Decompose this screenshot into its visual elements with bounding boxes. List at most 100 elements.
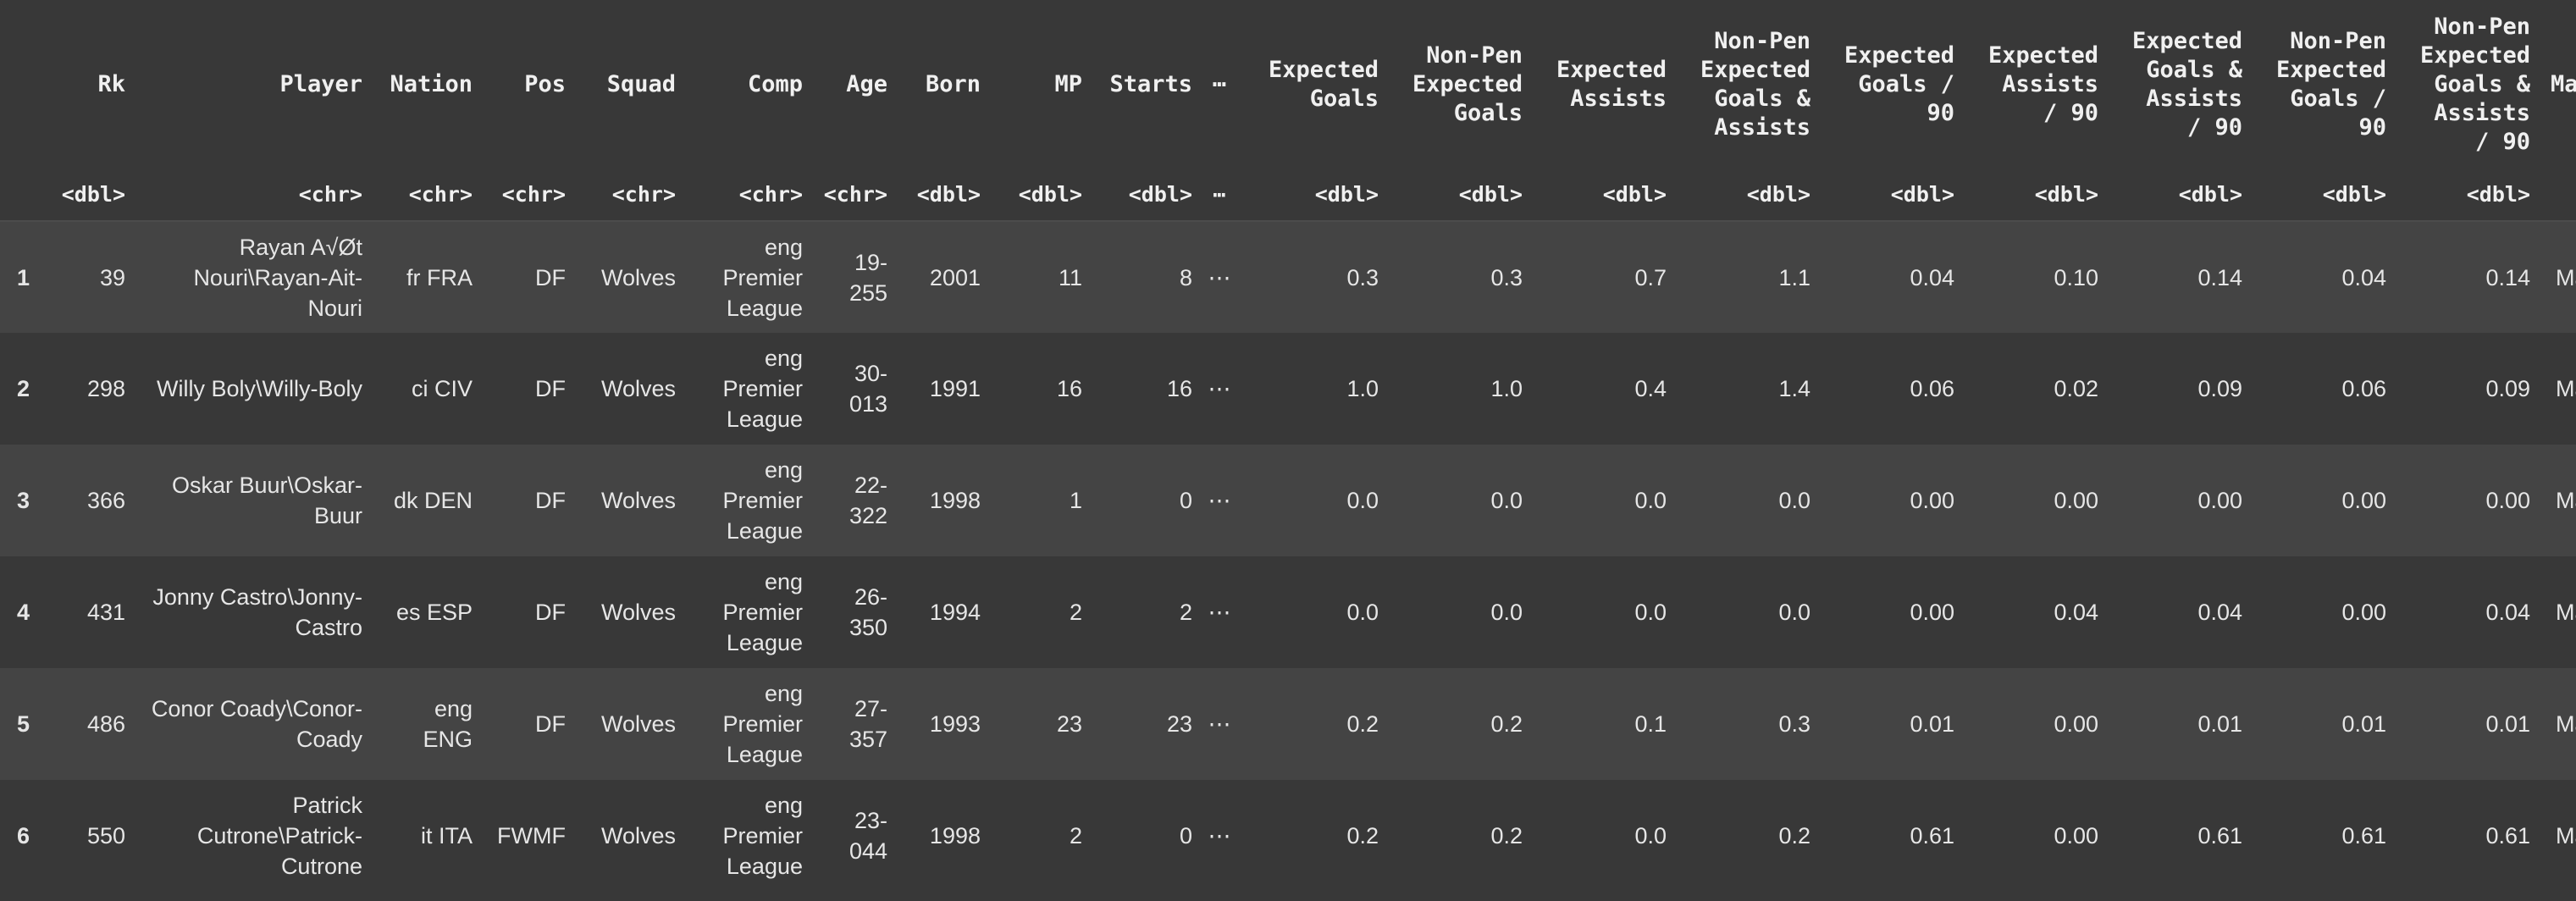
column-type: <dbl> bbox=[1746, 182, 1810, 207]
table-cell: Rayan A√Øt Nouri\Rayan-Ait-Nouri bbox=[193, 234, 362, 321]
table-cell: 23-044 bbox=[849, 808, 887, 864]
table-cell: 0.0 bbox=[1490, 488, 1523, 513]
table-cell: eng ENG bbox=[423, 696, 473, 752]
table-cell: 298 bbox=[86, 376, 125, 401]
table-cell: 0.2 bbox=[1490, 823, 1523, 848]
table-cell: 0.61 bbox=[2341, 823, 2386, 848]
table-cell: Wolves bbox=[600, 711, 676, 737]
table-cell: 0.61 bbox=[2485, 823, 2530, 848]
column-header: Expected Goals & Assists / 90 bbox=[2131, 28, 2242, 141]
table-cell: 27-357 bbox=[849, 696, 887, 752]
column-type: <chr> bbox=[298, 182, 362, 207]
table-cell: 0.3 bbox=[1346, 264, 1379, 290]
table-cell: 0.09 bbox=[2197, 376, 2242, 401]
column-type: <dbl> bbox=[1890, 182, 1954, 207]
column-type: <chr> bbox=[501, 182, 566, 207]
table-row: 2 298 Willy Boly\Willy-Boly ci CIV DF Wolves e… bbox=[0, 333, 2576, 445]
column-header: Non-Pen Expected Goals & Assists / 90 bbox=[2419, 14, 2530, 155]
table-cell: 0 bbox=[1179, 823, 1192, 848]
table-cell: DF bbox=[535, 488, 566, 513]
table-cell: 0.61 bbox=[2197, 823, 2242, 848]
column-type bbox=[0, 169, 34, 221]
column-type: <chr> bbox=[611, 182, 676, 207]
table-cell: Matches bbox=[2555, 600, 2576, 625]
column-header: Age bbox=[846, 71, 887, 97]
table-cell: 0.10 bbox=[2054, 264, 2098, 290]
column-header: Pos bbox=[524, 71, 566, 97]
table-cell: 0 bbox=[1179, 488, 1192, 513]
table-row: 4 431 Jonny Castro\Jonny-Castro es ESP DF Wol… bbox=[0, 556, 2576, 668]
table-cell: 0.04 bbox=[2485, 600, 2530, 625]
table-cell: 0.0 bbox=[1346, 600, 1379, 625]
column-type: <chr> bbox=[823, 182, 887, 207]
table-cell: ⋯ bbox=[1208, 600, 1231, 625]
table-cell: DF bbox=[535, 264, 566, 290]
table-cell: it ITA bbox=[420, 823, 473, 848]
table-cell: 0.3 bbox=[1490, 264, 1523, 290]
table-cell: eng Premier League bbox=[722, 793, 803, 879]
column-type: <dbl> bbox=[2322, 182, 2386, 207]
table-cell: 0.0 bbox=[1778, 600, 1810, 625]
table-cell: eng Premier League bbox=[722, 345, 803, 432]
table-cell: eng Premier League bbox=[722, 234, 803, 321]
table-cell: ⋯ bbox=[1208, 711, 1231, 737]
table-cell: 22-322 bbox=[849, 473, 887, 528]
table-cell: Wolves bbox=[600, 823, 676, 848]
table-cell: 1998 bbox=[929, 488, 981, 513]
table-cell: ⋯ bbox=[1208, 823, 1231, 848]
table-cell: 0.2 bbox=[1346, 823, 1379, 848]
table-cell: Willy Boly\Willy-Boly bbox=[157, 376, 362, 401]
table-cell: 0.04 bbox=[1910, 264, 1954, 290]
table-cell: 1 bbox=[1069, 488, 1082, 513]
table-cell: 0.04 bbox=[2197, 600, 2242, 625]
row-index: 2 bbox=[17, 376, 30, 401]
row-index: 4 bbox=[17, 600, 30, 625]
table-cell: 1.1 bbox=[1778, 264, 1810, 290]
column-header: Nation bbox=[390, 71, 473, 97]
column-header: Squad bbox=[606, 71, 676, 97]
table-cell: fr FRA bbox=[406, 264, 473, 290]
column-type: <dbl> bbox=[1018, 182, 1082, 207]
table-cell: 0.06 bbox=[2341, 376, 2386, 401]
table-cell: 2 bbox=[1179, 600, 1192, 625]
table-cell: Jonny Castro\Jonny-Castro bbox=[152, 584, 362, 640]
table-cell: 0.14 bbox=[2485, 264, 2530, 290]
column-header: Born bbox=[925, 71, 981, 97]
table-cell: 0.0 bbox=[1778, 488, 1810, 513]
column-type: <dbl> bbox=[1314, 182, 1379, 207]
table-row: 3 366 Oskar Buur\Oskar-Buur dk DEN DF Wolves e… bbox=[0, 445, 2576, 556]
table-cell: 0.0 bbox=[1490, 600, 1523, 625]
table-cell: 0.01 bbox=[2341, 711, 2386, 737]
column-header: Expected Assists bbox=[1556, 57, 1667, 112]
table-cell: FWMF bbox=[497, 823, 566, 848]
table-cell: 0.00 bbox=[1910, 488, 1954, 513]
table-cell: 1991 bbox=[929, 376, 981, 401]
table-cell: 1998 bbox=[929, 823, 981, 848]
column-header: Rk bbox=[97, 71, 125, 97]
table-cell: Matches bbox=[2555, 711, 2576, 737]
column-header: Non-Pen Expected Goals / 90 bbox=[2275, 28, 2386, 141]
row-index: 3 bbox=[17, 488, 30, 513]
table-cell: 0.00 bbox=[2054, 711, 2098, 737]
table-cell: 0.2 bbox=[1490, 711, 1523, 737]
table-cell: DF bbox=[535, 600, 566, 625]
table-cell: ⋯ bbox=[1208, 488, 1231, 513]
table-cell: 0.4 bbox=[1634, 376, 1667, 401]
table-cell: 2 bbox=[1069, 823, 1082, 848]
table-cell: 0.01 bbox=[2197, 711, 2242, 737]
table-cell: 0.00 bbox=[2341, 488, 2386, 513]
column-type: <chr> bbox=[2540, 169, 2576, 221]
column-header: Expected Goals bbox=[1268, 57, 1379, 112]
table-cell: 0.01 bbox=[2485, 711, 2530, 737]
table-cell: 19-255 bbox=[849, 249, 887, 306]
table-cell: Matches bbox=[2555, 376, 2576, 401]
table-cell: 486 bbox=[86, 711, 125, 737]
column-type: <dbl> bbox=[61, 182, 125, 207]
table-cell: eng Premier League bbox=[722, 681, 803, 767]
table-cell: ⋯ bbox=[1208, 376, 1231, 401]
table-cell: Wolves bbox=[600, 488, 676, 513]
row-index: 6 bbox=[17, 823, 30, 848]
table-cell: 0.00 bbox=[1910, 600, 1954, 625]
table-cell: eng Premier League bbox=[722, 457, 803, 544]
